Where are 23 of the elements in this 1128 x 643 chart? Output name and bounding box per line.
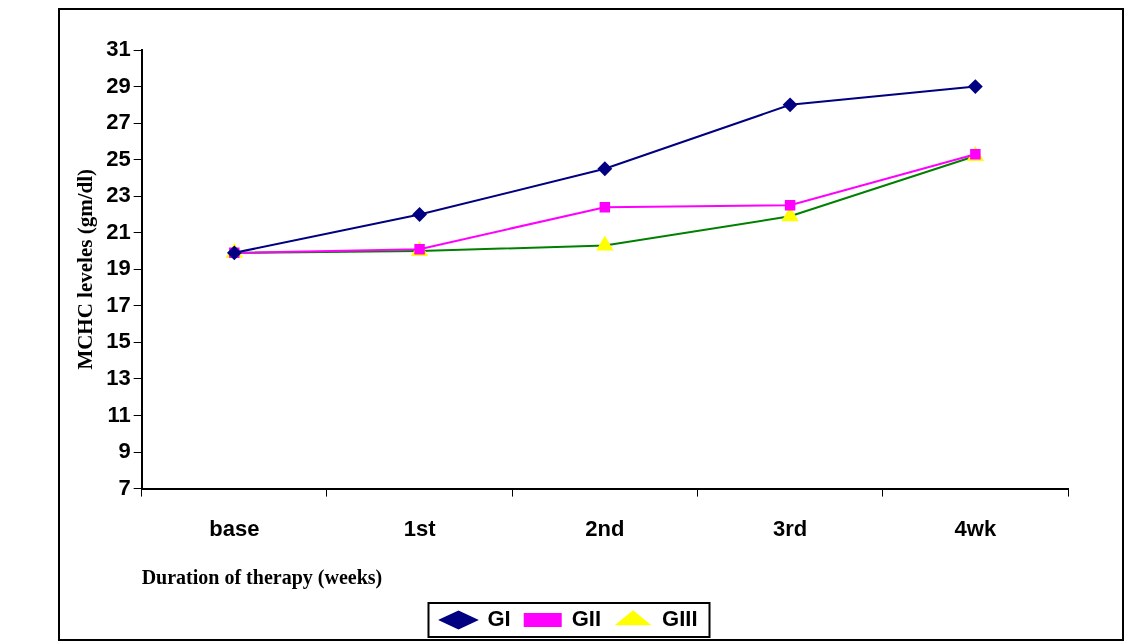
x-tick-label: 1st — [403, 515, 437, 541]
x-tick-label: 2nd — [585, 515, 625, 541]
y-tick-label: 21 — [106, 218, 131, 244]
y-tick-label: 19 — [106, 255, 131, 281]
y-tick-label: 7 — [118, 474, 131, 500]
y-tick-label: 11 — [107, 401, 131, 427]
y-tick-label: 31 — [106, 36, 131, 62]
y-tick-label: 25 — [106, 145, 131, 171]
x-tick-label: 4wk — [954, 515, 997, 541]
legend-label: GII — [571, 606, 602, 632]
y-tick-label: 23 — [106, 182, 131, 208]
y-tick-label: 17 — [106, 291, 131, 317]
y-tick-label: 29 — [106, 72, 131, 98]
y-axis-title: MCHC leveles (gm/dl) — [73, 168, 98, 370]
x-tick-label: 3rd — [772, 515, 808, 541]
y-tick-label: 27 — [106, 109, 131, 135]
x-tick-label: base — [209, 515, 260, 541]
x-axis-title: Duration of therapy (weeks) — [141, 566, 383, 590]
y-tick-label: 9 — [118, 438, 131, 464]
legend-label: GIII — [662, 606, 698, 632]
y-tick-label: 13 — [106, 365, 131, 391]
y-tick-label: 15 — [106, 328, 131, 354]
legend-label: GI — [487, 606, 511, 632]
